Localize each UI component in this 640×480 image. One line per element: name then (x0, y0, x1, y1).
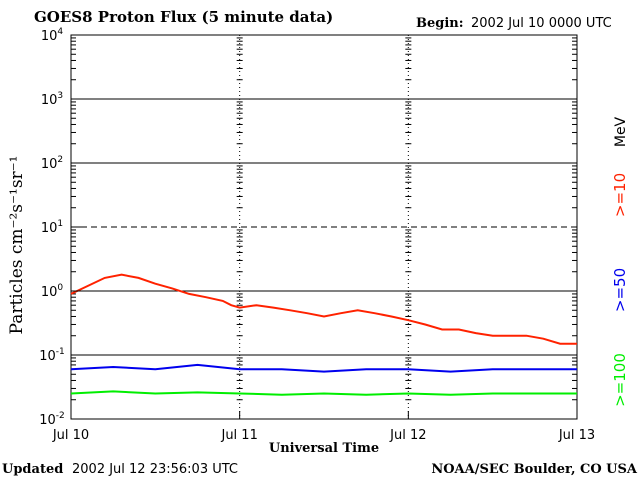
x-tick-label: Jul 13 (558, 428, 595, 443)
series-line-0 (70, 273, 577, 345)
x-tick-label: Jul 10 (52, 428, 89, 443)
x-axis-label: Universal Time (269, 441, 379, 456)
updated-label: Updated (2, 462, 63, 477)
x-tick-label: Jul 12 (389, 428, 426, 443)
series-line-1 (70, 363, 577, 373)
legend-series-10: >=10 (611, 173, 629, 217)
credit-text: NOAA/SEC Boulder, CO USA (431, 462, 638, 477)
y-tick-label: 101 (41, 219, 63, 236)
grid-layer (71, 35, 577, 419)
series-line-2 (70, 390, 577, 396)
y-tick-label: 10-2 (39, 411, 65, 428)
y-axis-label: Particles cm⁻²s⁻¹sr⁻¹ (7, 156, 27, 335)
y-tick-label: 100 (41, 283, 64, 300)
begin-value: 2002 Jul 10 0000 UTC (471, 16, 612, 31)
y-tick-labels: 10-2 10-1 100 101 102 103 104 (39, 27, 81, 428)
legend-unit: MeV (613, 116, 629, 147)
x-tick-label: Jul 11 (220, 428, 257, 443)
x-tick-labels: Jul 10 Jul 11 Jul 12 Jul 13 (52, 411, 595, 443)
series-layer (70, 273, 577, 396)
legend-series-50: >=50 (611, 268, 629, 312)
y-tick-label: 103 (41, 91, 63, 108)
y-tick-label: 10-1 (39, 347, 65, 364)
begin-label: Begin: (416, 16, 464, 31)
chart-title: GOES8 Proton Flux (5 minute data) (34, 8, 333, 26)
legend-series-100: >=100 (611, 353, 629, 407)
y-tick-label: 102 (41, 155, 63, 172)
y-tick-label: 104 (41, 27, 64, 44)
updated-value: 2002 Jul 12 23:56:03 UTC (72, 462, 238, 477)
